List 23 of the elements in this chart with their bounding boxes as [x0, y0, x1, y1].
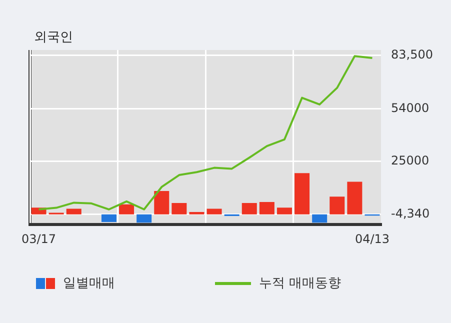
- bar: [294, 173, 310, 214]
- bar: [347, 182, 362, 214]
- x-tick-label: 03/17: [21, 232, 56, 246]
- x-tick-label: 04/13: [354, 232, 390, 246]
- bar: [154, 191, 170, 214]
- bar: [101, 214, 116, 222]
- y-tick-label: -4,340: [391, 206, 430, 220]
- bar: [172, 202, 187, 214]
- y-tick-label: 54000: [391, 100, 430, 115]
- bar: [206, 208, 222, 214]
- bar: [312, 214, 328, 223]
- bar: [242, 202, 257, 214]
- bar: [136, 214, 152, 223]
- bar: [66, 208, 82, 214]
- y-tick-label: 83,500: [391, 48, 434, 62]
- y-tick-label: 25000: [391, 153, 430, 168]
- bar: [119, 204, 134, 214]
- chart-title: 외국인: [34, 29, 73, 46]
- bar: [259, 202, 274, 214]
- legend-label: 일별매매: [63, 275, 115, 292]
- bar: [276, 208, 292, 214]
- legend-label: 누적 매매동향: [259, 275, 342, 292]
- bar: [330, 196, 345, 214]
